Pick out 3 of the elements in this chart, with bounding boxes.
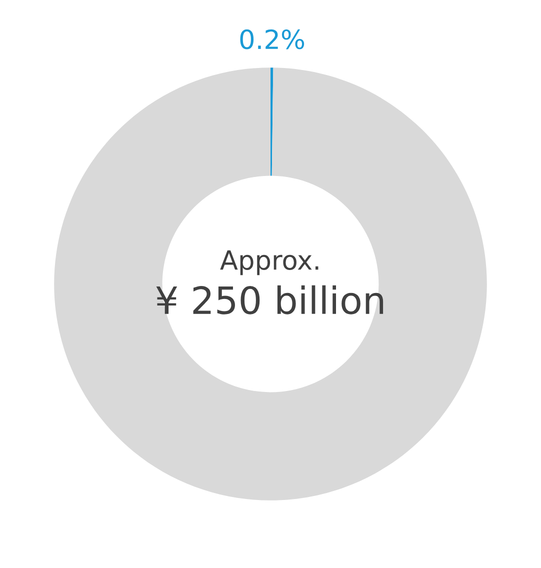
text: Approx. [220,250,318,276]
text: ¥ 250 billion [156,285,384,314]
data-label: 0.2% [240,29,304,50]
